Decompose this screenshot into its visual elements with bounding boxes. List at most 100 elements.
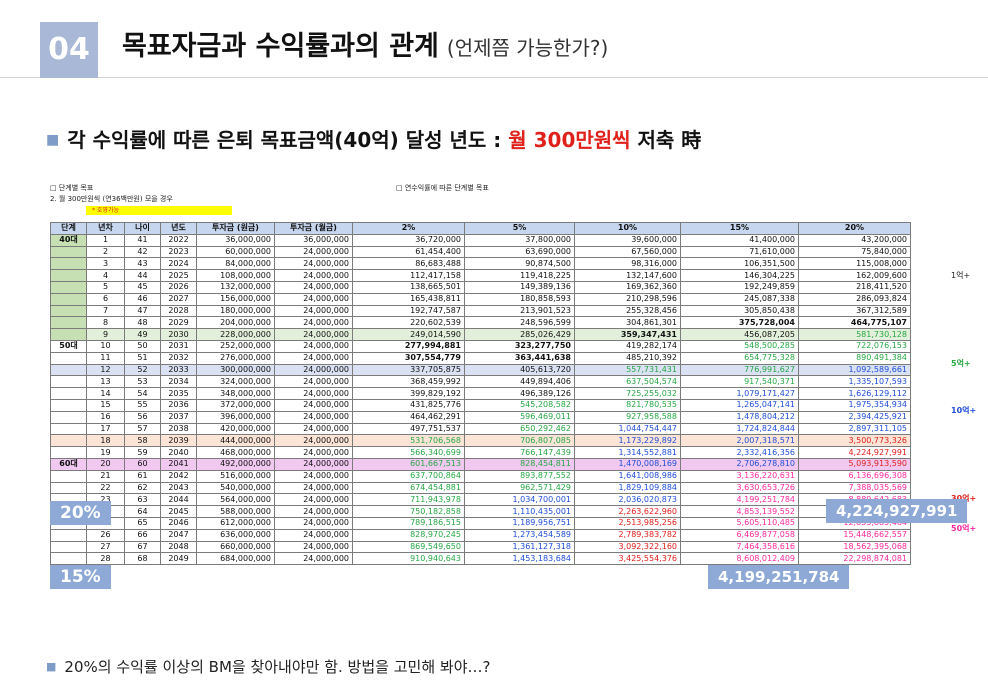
stage-cell — [50, 410, 87, 424]
balance-cell: 119,418,225 — [464, 269, 575, 282]
col-header-rate-10: 10% — [574, 222, 681, 235]
investment-cell: 24,000,000 — [274, 434, 353, 448]
table-row: 24642045588,000,00024,000,000750,182,858… — [50, 505, 911, 518]
index-cell: 2027 — [160, 292, 197, 306]
stage-cell — [50, 481, 87, 495]
balance-cell: 1,453,183,684 — [464, 552, 575, 566]
investment-cell: 24,000,000 — [274, 481, 353, 495]
note-yellow-box: * 호영가능 — [86, 206, 232, 215]
subtitle-suffix: 저축 時 — [630, 128, 702, 152]
balance-cell: 98,316,000 — [574, 257, 681, 271]
balance-cell: 711,943,978 — [352, 493, 465, 507]
table-row: 25652046612,000,00024,000,000789,186,515… — [50, 516, 911, 530]
balance-cell: 5,093,913,590 — [798, 457, 911, 471]
balance-cell: 548,500,285 — [680, 339, 799, 353]
balance-cell: 286,093,824 — [798, 292, 911, 306]
balance-cell: 766,147,439 — [464, 446, 575, 459]
investment-cell: 24,000,000 — [274, 387, 353, 400]
index-cell: 59 — [124, 446, 161, 459]
balance-cell: 1,092,589,661 — [798, 363, 911, 377]
index-cell: 44 — [124, 269, 161, 282]
index-cell: 18 — [86, 434, 125, 448]
index-cell: 2041 — [160, 457, 197, 471]
stage-cell — [50, 245, 87, 259]
balance-cell: 61,454,400 — [352, 245, 465, 259]
side-label-1eok: 1억+ — [951, 271, 971, 280]
index-cell: 66 — [124, 528, 161, 542]
index-cell: 13 — [86, 375, 125, 389]
investment-cell: 588,000,000 — [196, 505, 275, 518]
balance-cell: 220,602,539 — [352, 316, 465, 330]
investment-cell: 156,000,000 — [196, 292, 275, 306]
index-cell: 2034 — [160, 375, 197, 389]
investment-cell: 24,000,000 — [274, 304, 353, 318]
investment-cell: 24,000,000 — [274, 552, 353, 566]
balance-cell: 456,087,205 — [680, 328, 799, 341]
balance-cell: 1,829,109,884 — [574, 481, 681, 495]
table-row: 15 55 2036 372,000,000 24,000,000 431,825,776… — [50, 398, 911, 412]
investment-cell: 540,000,000 — [196, 481, 275, 495]
investment-cell: 24,000,000 — [274, 493, 353, 507]
index-cell: 56 — [124, 410, 161, 424]
index-cell: 61 — [124, 469, 161, 483]
balance-cell: 8,608,012,409 — [680, 552, 799, 566]
investment-cell: 24,000,000 — [274, 410, 353, 424]
table-row: 17 57 2038 420,000,000 24,000,000 497,751,537… — [50, 422, 911, 436]
stage-cell — [50, 552, 87, 566]
index-cell: 2037 — [160, 410, 197, 424]
investment-cell: 24,000,000 — [274, 280, 353, 294]
stage-cell — [50, 351, 87, 365]
balance-cell: 650,292,462 — [464, 422, 575, 436]
balance-cell: 821,780,535 — [574, 398, 681, 412]
savings-table: 단계 년차 나이 년도 투자금 (원금) 투자금 (월금) 2% 5% 10% … — [50, 222, 911, 566]
stage-cell — [50, 469, 87, 483]
balance-cell: 1,641,008,986 — [574, 469, 681, 483]
index-cell: 2036 — [160, 398, 197, 412]
balance-cell: 449,894,406 — [464, 375, 575, 389]
side-label-30eok: 30억+ — [951, 493, 976, 504]
balance-cell: 6,469,877,058 — [680, 528, 799, 542]
index-cell: 42 — [124, 245, 161, 259]
investment-cell: 228,000,000 — [196, 328, 275, 341]
stage-cell — [50, 528, 87, 542]
balance-cell: 637,504,574 — [574, 375, 681, 389]
note-monthly-saving: 2. 월 300만원씩 (연36백만원) 모을 경우 — [50, 195, 173, 203]
callout-value-15: 4,199,251,784 — [708, 565, 850, 589]
stage-cell — [50, 434, 87, 448]
balance-cell: 496,389,126 — [464, 387, 575, 400]
table-row: 18 58 2039 444,000,000 24,000,000 531,706,568… — [50, 434, 911, 448]
investment-cell: 24,000,000 — [274, 292, 353, 306]
stage-cell — [50, 269, 87, 282]
investment-cell: 24,000,000 — [274, 363, 353, 377]
table-row: 16 56 2037 396,000,000 24,000,000 464,462,291… — [50, 410, 911, 424]
balance-cell: 1,626,129,112 — [798, 387, 911, 400]
index-cell: 2 — [86, 245, 125, 259]
stage-cell — [50, 398, 87, 412]
balance-cell: 218,411,520 — [798, 280, 911, 294]
balance-cell: 112,417,158 — [352, 269, 465, 282]
index-cell: 2024 — [160, 257, 197, 271]
index-cell: 49 — [124, 328, 161, 341]
balance-cell: 776,991,627 — [680, 363, 799, 377]
balance-cell: 706,807,085 — [464, 434, 575, 448]
balance-cell: 722,076,153 — [798, 339, 911, 353]
index-cell: 2039 — [160, 434, 197, 448]
index-cell: 10 — [86, 339, 125, 353]
balance-cell: 67,560,000 — [574, 245, 681, 259]
balance-cell: 138,665,501 — [352, 280, 465, 294]
investment-cell: 420,000,000 — [196, 422, 275, 436]
callout-rate-15: 15% — [50, 565, 111, 589]
investment-cell: 24,000,000 — [274, 316, 353, 330]
balance-cell: 6,136,696,308 — [798, 469, 911, 483]
investment-cell: 24,000,000 — [274, 269, 353, 282]
balance-cell: 15,448,662,557 — [798, 528, 911, 542]
investment-cell: 564,000,000 — [196, 493, 275, 507]
investment-cell: 108,000,000 — [196, 269, 275, 282]
index-cell: 2049 — [160, 552, 197, 566]
index-cell: 57 — [124, 422, 161, 436]
investment-cell: 24,000,000 — [274, 422, 353, 436]
index-cell: 3 — [86, 257, 125, 271]
stage-cell — [50, 446, 87, 459]
balance-cell: 75,840,000 — [798, 245, 911, 259]
stage-cell — [50, 304, 87, 318]
